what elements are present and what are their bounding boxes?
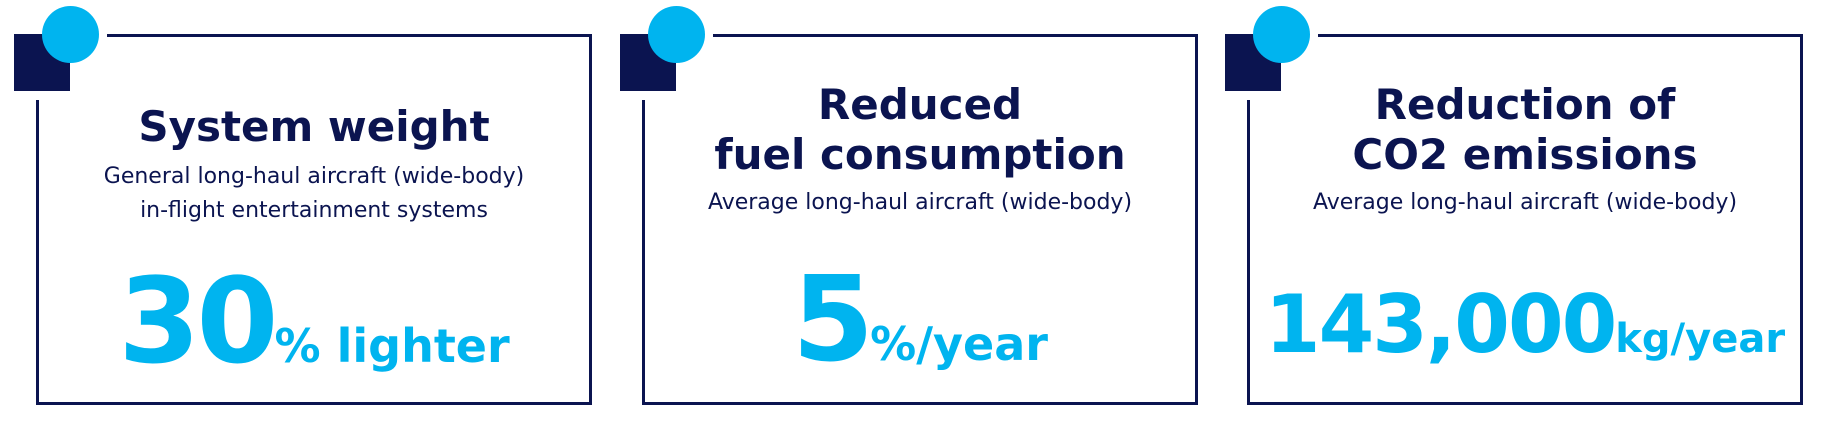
card-title: System weight bbox=[138, 102, 490, 151]
card-frame bbox=[1247, 34, 1803, 405]
frame-border bbox=[1247, 100, 1250, 405]
card-title: Reduction of bbox=[1374, 80, 1676, 129]
card-subtitle: Average long-haul aircraft (wide-body) bbox=[707, 190, 1133, 215]
circle-decoration bbox=[1253, 6, 1310, 63]
stat-value: 5%/year bbox=[792, 250, 1048, 388]
stat-card-co2-emissions: Reduction of CO2 emissions Average long-… bbox=[1211, 0, 1827, 441]
stat-value: 143,000kg/year bbox=[1264, 278, 1786, 371]
stat-card-system-weight: System weight General long-haul aircraft… bbox=[0, 0, 640, 441]
stat-card-fuel-consumption: Reduced fuel consumption Average long-ha… bbox=[606, 0, 1246, 441]
frame-border bbox=[36, 100, 39, 405]
card-frame bbox=[642, 34, 1198, 405]
card-subtitle: in-flight entertainment systems bbox=[140, 198, 488, 223]
circle-decoration bbox=[42, 6, 99, 63]
card-subtitle: General long-haul aircraft (wide-body) bbox=[103, 164, 525, 189]
frame-border bbox=[1318, 34, 1803, 37]
card-title: CO2 emissions bbox=[1352, 130, 1698, 179]
card-title: Reduced bbox=[817, 80, 1023, 129]
frame-border bbox=[713, 34, 1198, 37]
stat-value: 30% lighter bbox=[118, 252, 510, 390]
card-frame bbox=[36, 34, 592, 405]
frame-border bbox=[642, 100, 645, 405]
frame-border bbox=[107, 34, 592, 37]
circle-decoration bbox=[648, 6, 705, 63]
card-subtitle: Average long-haul aircraft (wide-body) bbox=[1312, 190, 1738, 215]
card-title: fuel consumption bbox=[714, 130, 1126, 179]
